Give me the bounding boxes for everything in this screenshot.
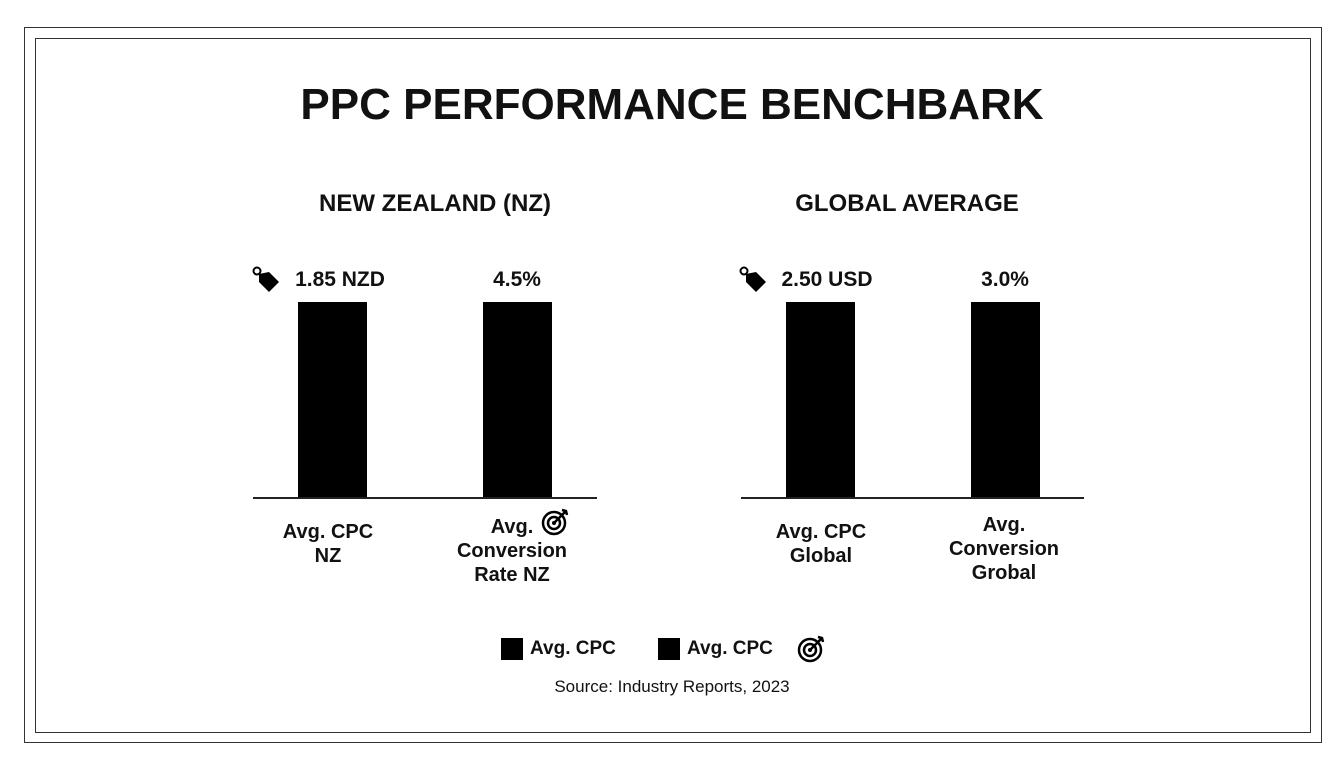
category-line: Conversion [948, 538, 1060, 560]
bar-conversion-global [971, 302, 1040, 497]
category-line: Avg. CPC [775, 521, 867, 543]
data-label-conversion-nz: 4.5% [493, 268, 541, 291]
price-tag-icon [739, 266, 766, 292]
category-line: Rate NZ [474, 564, 550, 586]
x-axis-global [741, 497, 1084, 499]
category-line: Grobal [971, 562, 1037, 584]
legend-swatch [501, 638, 523, 660]
data-label-cpc-global: 2.50 USD [781, 268, 873, 291]
inner-frame [35, 38, 1311, 733]
x-axis-nz [253, 497, 597, 499]
data-label-conversion-global: 3.0% [981, 268, 1029, 291]
price-tag-icon [252, 266, 279, 292]
legend-swatch [658, 638, 680, 660]
category-line: Conversion [456, 540, 568, 562]
legend-label: Avg. CPC [687, 638, 773, 659]
target-icon [797, 635, 825, 663]
bar-cpc-global [786, 302, 855, 497]
category-label: Avg. CPC Global [721, 520, 921, 568]
data-label-cpc-nz: 1.85 NZD [295, 268, 385, 291]
source-note: Source: Industry Reports, 2023 [554, 677, 790, 696]
panel-title-global: GLOBAL AVERAGE [795, 190, 1019, 217]
category-line: Avg. [490, 516, 534, 538]
bar-conversion-nz [483, 302, 552, 497]
category-label: Avg. Conversion Grobal [904, 513, 1104, 585]
legend-label: Avg. CPC [530, 638, 616, 659]
bar-cpc-nz [298, 302, 367, 497]
category-line: Avg. CPC [282, 521, 374, 543]
panel-title-nz: NEW ZEALAND (NZ) [319, 190, 551, 217]
category-line: Global [789, 545, 853, 567]
category-line: NZ [314, 545, 342, 567]
category-label: Avg. Conversion Rate NZ [412, 515, 612, 587]
target-icon [541, 508, 569, 536]
outer-frame [24, 27, 1322, 743]
category-line: Avg. [982, 514, 1026, 536]
chart-title: PPC PERFORMANCE BENCHBARK [300, 80, 1044, 129]
category-label: Avg. CPC NZ [228, 520, 428, 568]
